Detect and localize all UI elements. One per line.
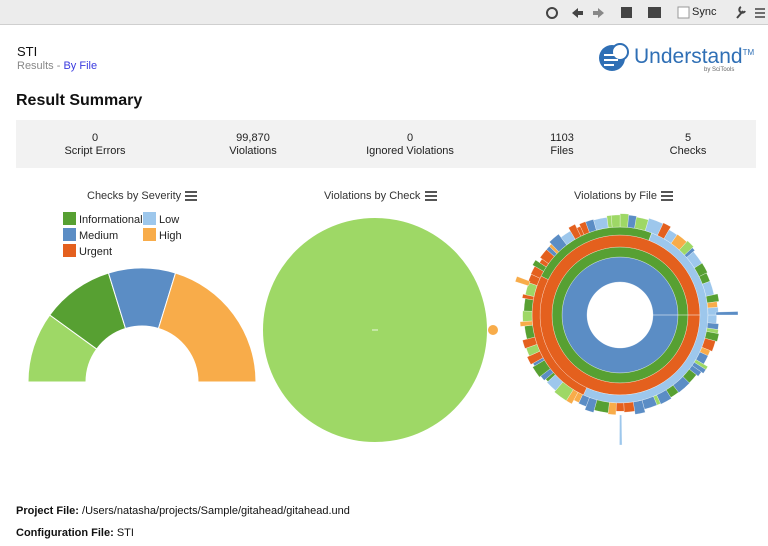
stat-label: Script Errors xyxy=(64,145,126,157)
sunburst-arc xyxy=(715,311,739,316)
stat-label: Violations xyxy=(229,145,277,157)
sunburst-arc xyxy=(615,402,625,412)
stat-value: 0 xyxy=(406,132,414,144)
summary-title: Result Summary xyxy=(16,92,143,109)
logo-sub: by SciTools xyxy=(704,67,735,73)
project-label: Project File: xyxy=(16,505,79,517)
sunburst-arc xyxy=(515,276,531,287)
stat: 99,870 Violations xyxy=(183,132,323,158)
sunburst-arc xyxy=(561,256,679,374)
sunburst-arc xyxy=(707,314,717,324)
chart-title: Violations by File xyxy=(574,190,657,202)
charts xyxy=(27,213,739,446)
breadcrumb-prefix: Results - xyxy=(17,60,64,72)
legend-item: Urgent xyxy=(63,244,112,258)
stat: 0 Ignored Violations xyxy=(340,132,480,158)
sunburst-arc xyxy=(522,310,533,322)
sunburst-arc xyxy=(611,214,621,228)
breadcrumb: Results - By File xyxy=(17,60,97,72)
config-label: Configuration File: xyxy=(16,527,114,539)
logo-icon xyxy=(599,43,629,71)
legend-label: Medium xyxy=(79,230,119,242)
config-value: STI xyxy=(116,527,134,539)
config-file: Configuration File: STI xyxy=(16,527,134,539)
legend-swatch xyxy=(63,212,76,225)
sunburst xyxy=(515,213,739,446)
legend-label: Informational xyxy=(79,214,143,226)
breadcrumb-link[interactable]: By File xyxy=(63,60,98,72)
logo-mark: TM xyxy=(742,48,755,57)
legend-label: Urgent xyxy=(79,246,113,258)
stat-value: 0 xyxy=(91,132,99,144)
sunburst-arc xyxy=(619,414,623,446)
legend-item: Low xyxy=(143,212,179,226)
project-path: /Users/natasha/projects/Sample/gitahead/… xyxy=(82,505,350,517)
logo: UnderstandTM xyxy=(634,45,754,69)
legend-item: Medium xyxy=(63,228,118,242)
legend-item: High xyxy=(143,228,182,242)
report-title: STI xyxy=(17,44,38,59)
toolbar-icons xyxy=(546,6,765,19)
summary-box xyxy=(16,120,756,168)
sunburst-arc xyxy=(707,307,719,316)
chart-title: Violations by Check xyxy=(324,190,421,202)
legend-item: Informational xyxy=(63,212,143,226)
sunburst-arc xyxy=(523,298,534,312)
stat: 0 Script Errors xyxy=(25,132,165,158)
severity-segment xyxy=(157,272,257,383)
chart-menu[interactable] xyxy=(185,191,197,201)
stat: 5 Checks xyxy=(618,132,758,158)
toolbar: Sync xyxy=(0,0,768,25)
logo-text: Understand xyxy=(634,45,743,68)
stat-value: 5 xyxy=(684,132,692,144)
legend-swatch xyxy=(63,244,76,257)
pie-outlier xyxy=(488,325,498,335)
legend-swatch xyxy=(143,228,156,241)
chart-menu[interactable] xyxy=(661,191,673,201)
chart-title: Checks by Severity xyxy=(87,190,182,202)
stat-value: 1103 xyxy=(550,132,574,144)
legend-label: Low xyxy=(159,214,180,226)
project-file: Project File: /Users/natasha/projects/Sa… xyxy=(16,505,350,517)
legend-swatch xyxy=(143,212,156,225)
stat: 1103 Files xyxy=(492,132,632,158)
chart-menu[interactable] xyxy=(425,191,437,201)
sunburst-arc xyxy=(623,401,635,413)
sunburst-arc xyxy=(619,213,629,228)
stat-value: 99,870 xyxy=(236,132,270,144)
sync-label[interactable]: Sync xyxy=(692,6,717,18)
stat-label: Files xyxy=(550,145,574,157)
legend-label: High xyxy=(159,230,182,242)
stat-label: Ignored Violations xyxy=(366,145,454,157)
legend-swatch xyxy=(63,228,76,241)
stat-label: Checks xyxy=(669,145,707,157)
